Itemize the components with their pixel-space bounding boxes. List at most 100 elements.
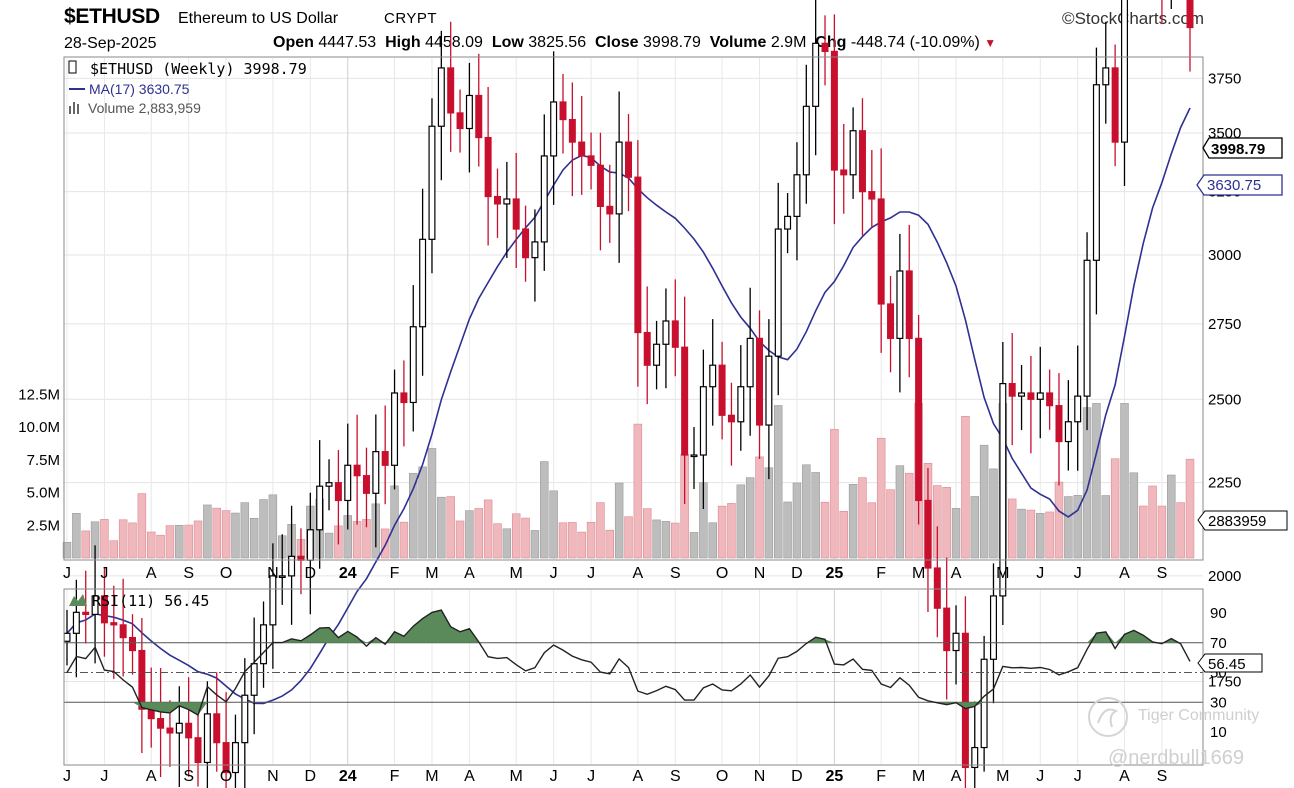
volume-bar	[1148, 485, 1157, 559]
x-tick-label: M	[912, 768, 925, 785]
candle-body	[568, 118, 576, 143]
x-tick-label: J	[550, 565, 558, 582]
volume-bar	[100, 519, 109, 559]
candle-body	[512, 198, 520, 230]
volume-bar	[1110, 458, 1120, 559]
x-tick-label: N	[267, 565, 279, 582]
candle-body	[531, 241, 539, 259]
rsi-tag: 56.45	[1197, 653, 1263, 673]
volume-bar	[474, 508, 483, 559]
volume-bar	[605, 529, 615, 559]
candle-body	[166, 727, 174, 734]
x-tick-label: M	[425, 768, 438, 785]
candle-body	[231, 742, 239, 774]
candle-body	[475, 94, 483, 139]
volume-bar	[465, 510, 474, 559]
candle-body	[288, 555, 296, 577]
candle-body	[194, 737, 202, 764]
rsi-line	[66, 609, 1191, 717]
close-tag-text: 3998.79	[1211, 141, 1265, 158]
volume-bar	[221, 510, 231, 559]
exchange-label: CRYPT	[384, 10, 438, 27]
brand-text: StockCharts.com	[1074, 9, 1204, 28]
candle-body	[213, 713, 221, 744]
candle-body	[699, 386, 707, 456]
volume-bar	[511, 513, 521, 559]
volume-bar	[156, 534, 165, 559]
candle-body	[400, 392, 408, 404]
volume-bar	[764, 467, 774, 559]
volume-bar	[811, 472, 820, 559]
volume-bar	[577, 531, 586, 559]
rsi-panel-frame	[63, 588, 1204, 766]
x-tick-label: D	[305, 565, 317, 582]
open-label: Open	[273, 34, 314, 51]
x-tick-label: A	[951, 565, 962, 582]
x-tick-label: F	[390, 768, 400, 785]
candle-body	[484, 136, 492, 198]
volume-tick-label: 2.5M	[27, 517, 60, 534]
candle-body	[260, 624, 268, 665]
candle-body	[1027, 392, 1035, 400]
volume-bar	[437, 496, 446, 559]
close-price-tag: 3998.79	[1202, 137, 1283, 159]
x-tick-label: S	[1157, 768, 1168, 785]
tiger-logo-icon	[1088, 697, 1128, 737]
ma-legend-text: MA(17) 3630.75	[89, 81, 190, 97]
volume-bar	[652, 519, 661, 559]
candle-body	[550, 101, 558, 157]
volume-bar	[633, 423, 643, 559]
x-tick-label: M	[510, 565, 523, 582]
x-tick-label: J	[1036, 768, 1044, 785]
volume-bar	[661, 521, 671, 559]
candle-body	[325, 482, 333, 487]
down-triangle-icon: ▼	[984, 36, 997, 50]
volume-bar	[81, 530, 90, 559]
full-name: Ethereum to US Dollar	[178, 10, 339, 27]
volume-bar	[886, 489, 895, 559]
candle-body	[522, 228, 530, 259]
volume-bar	[642, 508, 652, 559]
volume-legend-icon	[69, 102, 79, 114]
volume-bar	[989, 468, 998, 559]
x-tick-label: D	[791, 565, 803, 582]
volume-tag-text: 2883959	[1208, 513, 1266, 530]
candle-body	[812, 42, 820, 107]
candle-body	[540, 155, 548, 243]
x-tick-label: D	[791, 768, 803, 785]
x-tick-label: 25	[825, 768, 843, 785]
candle-body	[391, 392, 399, 466]
volume-bar	[352, 521, 362, 559]
quote-date: 28-Sep-2025	[64, 35, 157, 52]
candle-body	[63, 632, 71, 642]
open-value: 4447.53	[318, 34, 377, 51]
candle-body	[91, 595, 99, 615]
candle-body	[615, 141, 623, 215]
candle-body	[381, 451, 389, 466]
candle-body	[905, 270, 913, 339]
x-tick-label: A	[633, 565, 644, 582]
volume-bar	[876, 437, 886, 559]
price-panel-frame	[63, 56, 1204, 561]
candle-body	[428, 125, 436, 240]
volume-bar	[427, 448, 437, 559]
x-tick-label: J	[1036, 565, 1044, 582]
volume-bar	[858, 477, 867, 559]
x-tick-label: J	[100, 565, 108, 582]
x-tick-label: O	[220, 768, 232, 785]
x-tick-label: O	[220, 565, 232, 582]
candle-body	[887, 303, 895, 339]
candle-body	[437, 67, 445, 127]
candle-body	[634, 176, 642, 334]
candle-body	[353, 464, 361, 477]
x-tick-label: M	[510, 768, 523, 785]
ma-price-tag: 3630.75	[1196, 174, 1283, 196]
candle-body	[157, 717, 165, 729]
volume-bar	[689, 532, 699, 559]
volume-bar	[895, 465, 905, 559]
volume-bar	[755, 456, 764, 559]
candle-body	[503, 198, 511, 205]
brand-label[interactable]: ©StockCharts.com	[1062, 9, 1204, 29]
candle-body	[1186, 0, 1194, 29]
